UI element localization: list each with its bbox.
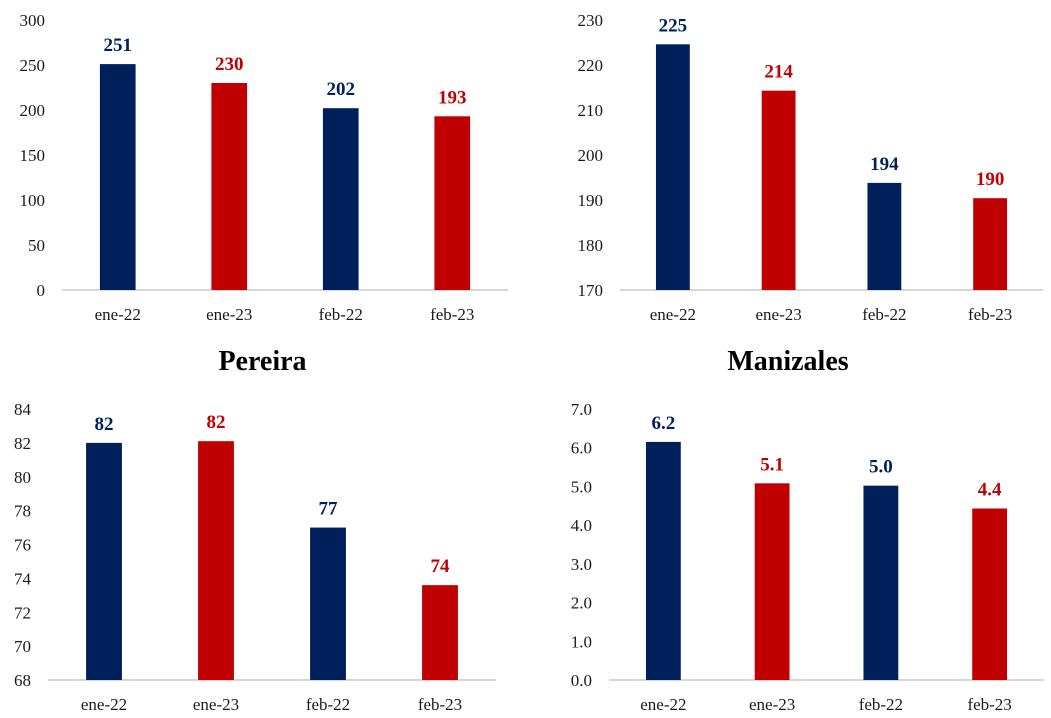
chart-1-y-tick-label: 100 xyxy=(20,191,46,210)
chart-2: 170 180 190 200 210 220 230 225 ene-22 214 ene-23 1… xyxy=(578,11,1043,324)
chart-pereira-data-label: 82 xyxy=(95,414,114,435)
chart-2-y-tick-label: 180 xyxy=(578,236,604,255)
chart-manizales-x-tick-label: ene-23 xyxy=(749,695,795,713)
chart-1-data-label: 202 xyxy=(327,79,356,100)
chart-pereira-bar-feb-23 xyxy=(422,585,458,680)
chart-pereira-y-tick-label: 80 xyxy=(14,468,31,487)
chart-2-y-tick-label: 170 xyxy=(578,281,604,300)
chart-pereira-y-tick-label: 78 xyxy=(14,502,31,521)
chart-1-y-tick-label: 250 xyxy=(20,56,46,75)
chart-1-y-tick-label: 300 xyxy=(20,11,46,30)
chart-2-bar-feb-23 xyxy=(973,198,1008,290)
chart-manizales-data-label: 5.0 xyxy=(869,457,893,478)
chart-pereira-bar-feb-22 xyxy=(310,527,346,680)
chart-pereira-y-tick-label: 84 xyxy=(14,400,32,419)
chart-pereira-y-tick-label: 76 xyxy=(14,536,31,555)
chart-manizales: 0.0 1.0 2.0 3.0 4.0 5.0 6.0 7.0 6.2 ene-22 5.1 ene-… xyxy=(571,400,1044,714)
chart-1: 0 50 100 150 200 250 300 251 ene-22 230 ene-23 202 f… xyxy=(20,11,508,324)
chart-pereira-x-tick-label: feb-22 xyxy=(306,695,350,713)
chart-manizales-bar-ene-23 xyxy=(754,483,790,680)
chart-pereira-data-label: 82 xyxy=(207,412,226,433)
chart-2-y-tick-label: 190 xyxy=(578,191,604,210)
chart-2-data-label: 190 xyxy=(976,169,1005,190)
chart-pereira-bar-ene-23 xyxy=(198,441,234,680)
chart-1-y-tick-label: 0 xyxy=(37,281,46,300)
chart-1-data-label: 193 xyxy=(438,87,467,108)
chart-1-bar-feb-23 xyxy=(434,116,471,290)
chart-manizales-data-label: 5.1 xyxy=(760,454,784,475)
chart-manizales-y-tick-label: 2.0 xyxy=(571,594,592,613)
chart-title-pereira: Pereira xyxy=(218,346,307,377)
chart-1-x-tick-label: ene-23 xyxy=(206,305,252,324)
chart-manizales-y-tick-label: 3.0 xyxy=(571,555,592,574)
chart-1-bar-feb-22 xyxy=(322,108,359,290)
chart-1-x-tick-label: ene-22 xyxy=(95,305,141,324)
chart-1-data-label: 230 xyxy=(215,54,244,75)
chart-2-x-tick-label: feb-22 xyxy=(862,305,906,324)
chart-1-x-tick-label: feb-23 xyxy=(430,305,474,324)
chart-manizales-x-tick-label: feb-22 xyxy=(859,695,903,713)
chart-2-data-label: 194 xyxy=(870,154,899,175)
chart-pereira-x-tick-label: ene-23 xyxy=(193,695,239,713)
chart-pereira: 68 70 72 74 76 78 80 82 84 82 ene-22 82 ene-23 77 feb-… xyxy=(14,400,496,714)
chart-1-y-tick-label: 200 xyxy=(20,101,46,120)
chart-pereira-data-label: 77 xyxy=(319,499,339,520)
chart-pereira-data-label: 74 xyxy=(431,556,451,577)
chart-2-bar-feb-22 xyxy=(867,182,902,290)
chart-pereira-x-tick-label: ene-22 xyxy=(81,695,127,713)
chart-1-bar-ene-22 xyxy=(99,64,136,290)
chart-2-y-tick-label: 210 xyxy=(578,101,604,120)
chart-2-bar-ene-23 xyxy=(761,90,796,291)
chart-2-y-tick-label: 230 xyxy=(578,11,604,30)
chart-manizales-y-tick-label: 4.0 xyxy=(571,516,592,535)
chart-manizales-data-label: 4.4 xyxy=(978,479,1002,500)
chart-2-x-tick-label: feb-23 xyxy=(968,305,1012,324)
chart-title-manizales: Manizales xyxy=(727,346,849,377)
chart-manizales-bar-ene-22 xyxy=(645,441,681,680)
chart-2-data-label: 214 xyxy=(764,62,793,83)
chart-manizales-y-tick-label: 1.0 xyxy=(571,632,592,651)
chart-1-y-tick-label: 150 xyxy=(20,146,46,165)
chart-manizales-bar-feb-22 xyxy=(863,485,899,680)
chart-manizales-y-tick-label: 6.0 xyxy=(571,439,592,458)
chart-manizales-y-tick-label: 5.0 xyxy=(571,477,592,496)
chart-1-bar-ene-23 xyxy=(211,83,248,290)
chart-2-y-tick-label: 200 xyxy=(578,146,604,165)
chart-1-data-label: 251 xyxy=(104,35,133,56)
chart-manizales-data-label: 6.2 xyxy=(652,413,676,434)
chart-manizales-x-tick-label: ene-22 xyxy=(640,695,686,713)
chart-pereira-x-tick-label: feb-23 xyxy=(418,695,462,713)
chart-pereira-y-tick-label: 68 xyxy=(14,671,31,690)
chart-pereira-y-tick-label: 72 xyxy=(14,603,31,622)
chart-pereira-y-tick-label: 82 xyxy=(14,434,31,453)
chart-pereira-y-tick-label: 74 xyxy=(14,569,32,588)
chart-manizales-y-tick-label: 7.0 xyxy=(571,400,592,419)
chart-2-y-tick-label: 220 xyxy=(578,56,604,75)
chart-2-x-tick-label: ene-23 xyxy=(755,305,801,324)
chart-2-bar-ene-22 xyxy=(655,44,690,290)
chart-pereira-y-tick-label: 70 xyxy=(14,637,31,656)
chart-2-data-label: 225 xyxy=(659,15,688,36)
chart-pereira-bar-ene-22 xyxy=(86,442,122,680)
chart-2-x-tick-label: ene-22 xyxy=(650,305,696,324)
chart-manizales-x-tick-label: feb-23 xyxy=(967,695,1011,713)
chart-1-x-tick-label: feb-22 xyxy=(319,305,363,324)
chart-1-y-tick-label: 50 xyxy=(28,236,45,255)
chart-manizales-bar-feb-23 xyxy=(972,508,1008,680)
chart-manizales-y-tick-label: 0.0 xyxy=(571,671,592,690)
